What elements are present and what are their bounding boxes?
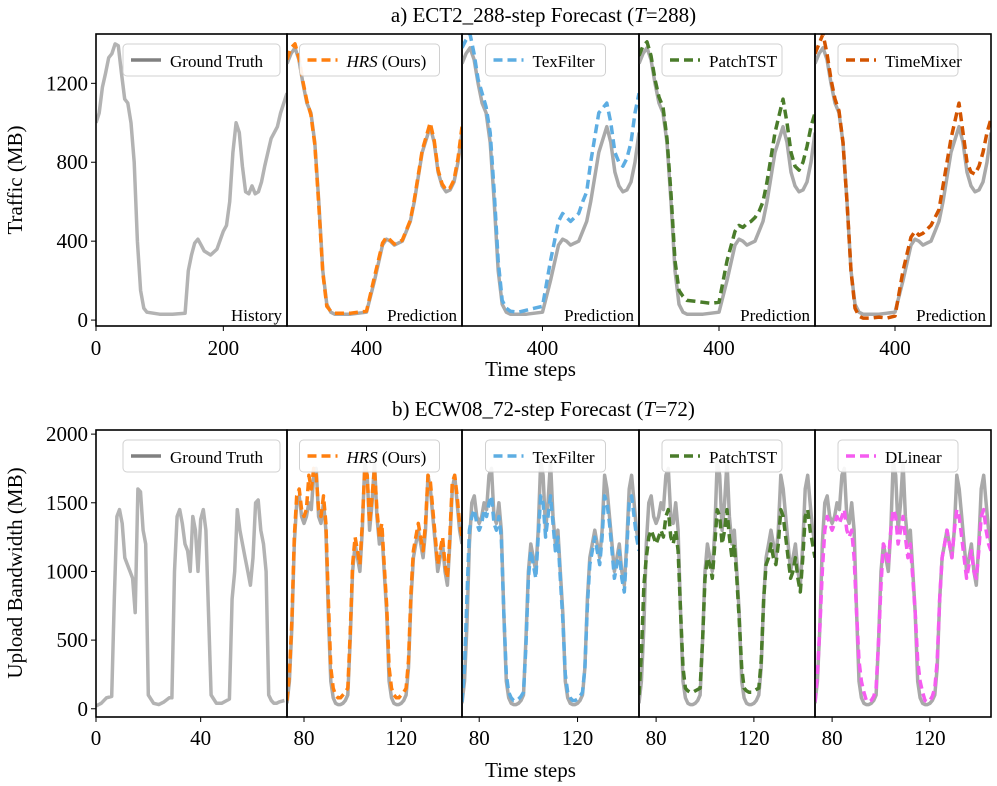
- chart-row-b: b) ECW08_72-step Forecast (T=72) Upload B…: [3, 397, 992, 782]
- texfilter-series-line: [462, 34, 639, 314]
- legend-box: [122, 43, 281, 77]
- legend-label: Ground Truth: [170, 52, 264, 71]
- y-tick-label: 400: [57, 229, 89, 253]
- legend-label: DLinear: [885, 448, 942, 467]
- ground-truth-series-line: [815, 459, 991, 707]
- history-label: History: [231, 306, 283, 325]
- ground-truth-series-line: [287, 459, 462, 707]
- legend-box: [299, 439, 440, 473]
- hrs-series-line: [287, 42, 462, 315]
- prediction-label: Prediction: [740, 306, 810, 325]
- panel-frame: [95, 33, 288, 327]
- chart-title: b) ECW08_72-step Forecast (T=72): [392, 397, 695, 421]
- panel-frame: [95, 429, 288, 718]
- legend-box: [837, 439, 959, 473]
- panel-3: 400 PatchTST Prediction: [638, 33, 816, 360]
- legend-box: [299, 43, 440, 77]
- x-tick-label: 80: [646, 726, 667, 750]
- prediction-label: Prediction: [916, 306, 986, 325]
- panel-1: 80 120 HRS (Ours): [286, 429, 463, 750]
- panel-frame: [814, 33, 992, 327]
- x-tick-label: 80: [294, 726, 315, 750]
- legend-label: PatchTST: [709, 448, 778, 467]
- patchtst-series-line: [639, 40, 815, 306]
- panel-0: 0 200 Ground Truth History: [91, 33, 288, 360]
- dlinear-series-line: [815, 507, 991, 704]
- panel-4: 80 120 DLinear: [814, 429, 992, 750]
- x-tick-label: 200: [208, 336, 240, 360]
- x-tick-label: 120: [385, 726, 417, 750]
- chart-title: a) ECT2_288-step Forecast (T=288): [391, 3, 696, 27]
- panel-1: 400 HRS (Ours) Prediction: [286, 33, 463, 360]
- legend-box: [837, 43, 959, 77]
- ground-truth-series-line: [639, 46, 815, 316]
- prediction-label: Prediction: [564, 306, 634, 325]
- legend-box: [661, 43, 783, 77]
- x-tick-label: 400: [351, 336, 383, 360]
- panel-0: 0 40 Ground Truth: [91, 429, 288, 750]
- panel-4: 400 TimeMixer Prediction: [814, 33, 992, 360]
- y-tick-label: 500: [57, 628, 89, 652]
- ground-truth-series-line: [639, 459, 815, 707]
- hrs-series-line: [287, 466, 462, 701]
- x-axis-label: Time steps: [485, 357, 576, 381]
- y-tick-label: 0: [78, 308, 89, 332]
- chart-row-a: a) ECT2_288-step Forecast (T=288) Traffic…: [3, 3, 992, 381]
- history-series-line: [96, 42, 287, 316]
- patchtst-series-line: [639, 507, 815, 696]
- y-axis-label: Upload Bandwidth (MB): [3, 467, 27, 678]
- legend-box: [485, 43, 606, 77]
- x-tick-label: 40: [190, 726, 211, 750]
- panel-3: 80 120 PatchTST: [638, 429, 816, 750]
- history-series-line: [96, 487, 285, 708]
- panel-frame: [814, 429, 992, 718]
- y-tick-label: 0: [78, 697, 89, 721]
- legend-label: Ground Truth: [170, 448, 264, 467]
- ground-truth-series-line: [462, 46, 639, 316]
- panel-2: 80 120 TexFilter: [461, 429, 640, 750]
- x-tick-label: 80: [469, 726, 490, 750]
- y-tick-label: 2000: [46, 422, 88, 446]
- legend-label: HRS (Ours): [346, 52, 427, 71]
- legend-box: [485, 439, 606, 473]
- x-tick-label: 120: [738, 726, 770, 750]
- legend-box: [661, 439, 783, 473]
- x-tick-label: 120: [562, 726, 594, 750]
- x-tick-label: 400: [703, 336, 735, 360]
- x-tick-label: 80: [822, 726, 843, 750]
- legend-label: TimeMixer: [885, 52, 962, 71]
- x-axis-label: Time steps: [485, 758, 576, 782]
- y-axis-label: Traffic (MB): [3, 125, 27, 234]
- legend-label: PatchTST: [709, 52, 778, 71]
- x-tick-label: 400: [879, 336, 911, 360]
- panel-2: 400 TexFilter Prediction: [461, 33, 640, 360]
- ground-truth-series-line: [287, 46, 462, 316]
- y-tick-label: 1200: [46, 71, 88, 95]
- x-tick-label: 0: [91, 336, 102, 360]
- timemixer-series-line: [815, 34, 991, 320]
- prediction-label: Prediction: [387, 306, 457, 325]
- legend-label: TexFilter: [533, 52, 595, 71]
- y-tick-label: 800: [57, 150, 89, 174]
- y-tick-label: 1500: [46, 491, 88, 515]
- x-tick-label: 120: [914, 726, 946, 750]
- legend-label: HRS (Ours): [346, 448, 427, 467]
- legend-label: TexFilter: [533, 448, 595, 467]
- x-tick-label: 400: [527, 336, 559, 360]
- y-tick-label: 1000: [46, 559, 88, 583]
- texfilter-series-line: [462, 494, 639, 703]
- x-tick-label: 0: [91, 726, 102, 750]
- legend-box: [122, 439, 281, 473]
